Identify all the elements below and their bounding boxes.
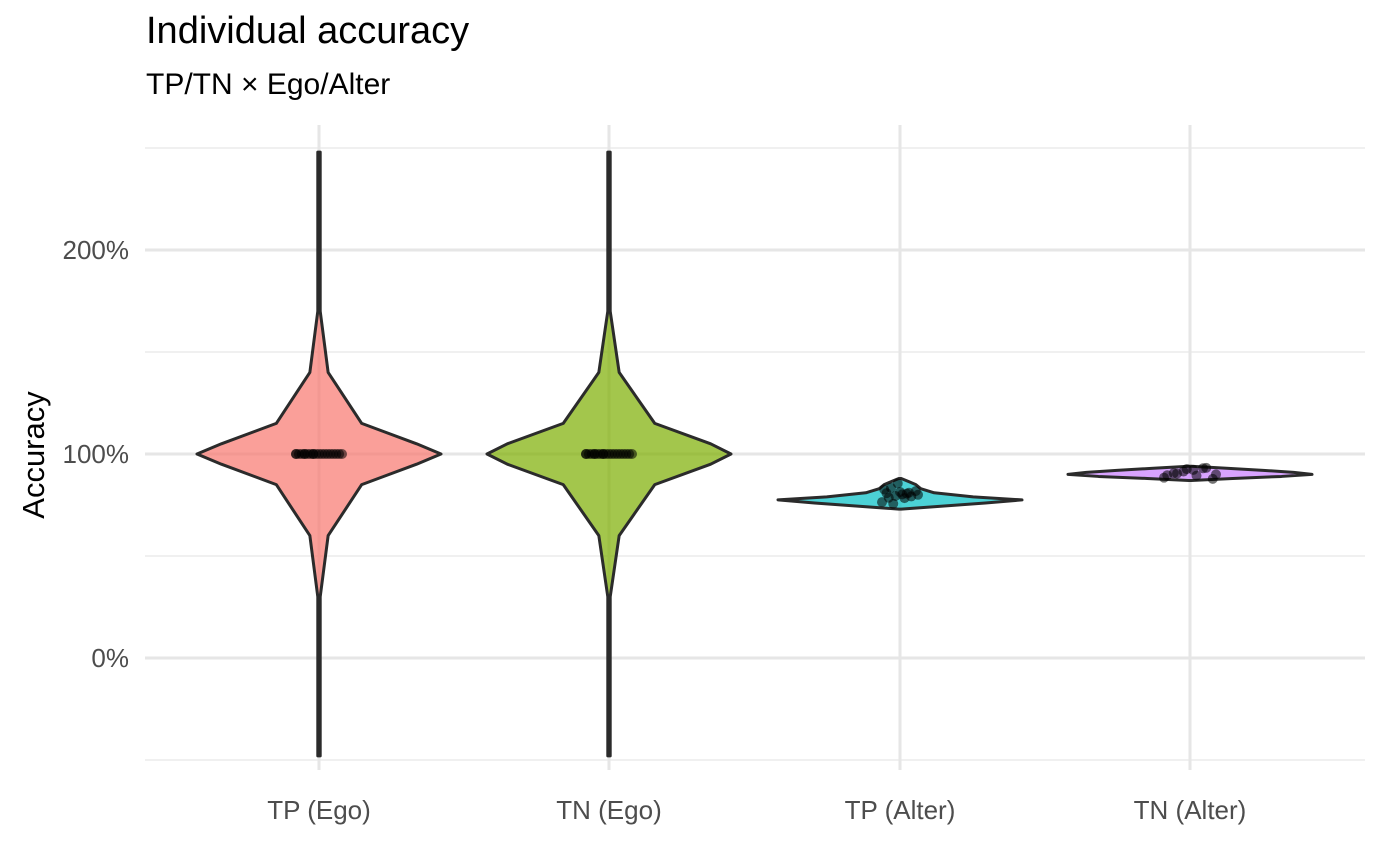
data-point [901,488,912,499]
data-point [291,449,301,459]
data-point [1201,462,1212,473]
data-point [331,449,342,459]
y-tick-label: 0% [91,643,129,673]
data-point [308,449,319,459]
point-layer [291,449,1221,509]
chart-title: Individual accuracy [146,10,470,52]
x-tick-label: TN (Ego) [556,795,661,825]
y-tick-label: 100% [63,439,130,469]
data-point [881,488,892,499]
data-point [621,449,632,459]
data-point [299,449,310,459]
data-point [589,449,600,459]
data-point [598,449,609,459]
x-tick-label: TP (Alter) [845,795,956,825]
y-tick-label: 200% [63,235,130,265]
data-point [1211,469,1221,480]
data-point [1191,470,1202,481]
data-point [1172,468,1182,479]
data-point [892,478,903,489]
x-tick-label: TP (Ego) [267,795,371,825]
data-point [612,449,623,459]
axis-layer: 0% 100% 200% TP (Ego) TN (Ego) TP (Alter) TN (… [63,235,1247,825]
data-point [581,449,591,459]
data-point [322,449,333,459]
data-point [913,489,923,500]
data-point [1181,464,1192,475]
data-point [888,498,899,509]
x-tick-label: TN (Alter) [1134,795,1247,825]
data-point [1162,470,1173,481]
y-axis-title: Accuracy [16,391,51,519]
chart-subtitle: TP/TN × Ego/Alter [146,68,391,101]
